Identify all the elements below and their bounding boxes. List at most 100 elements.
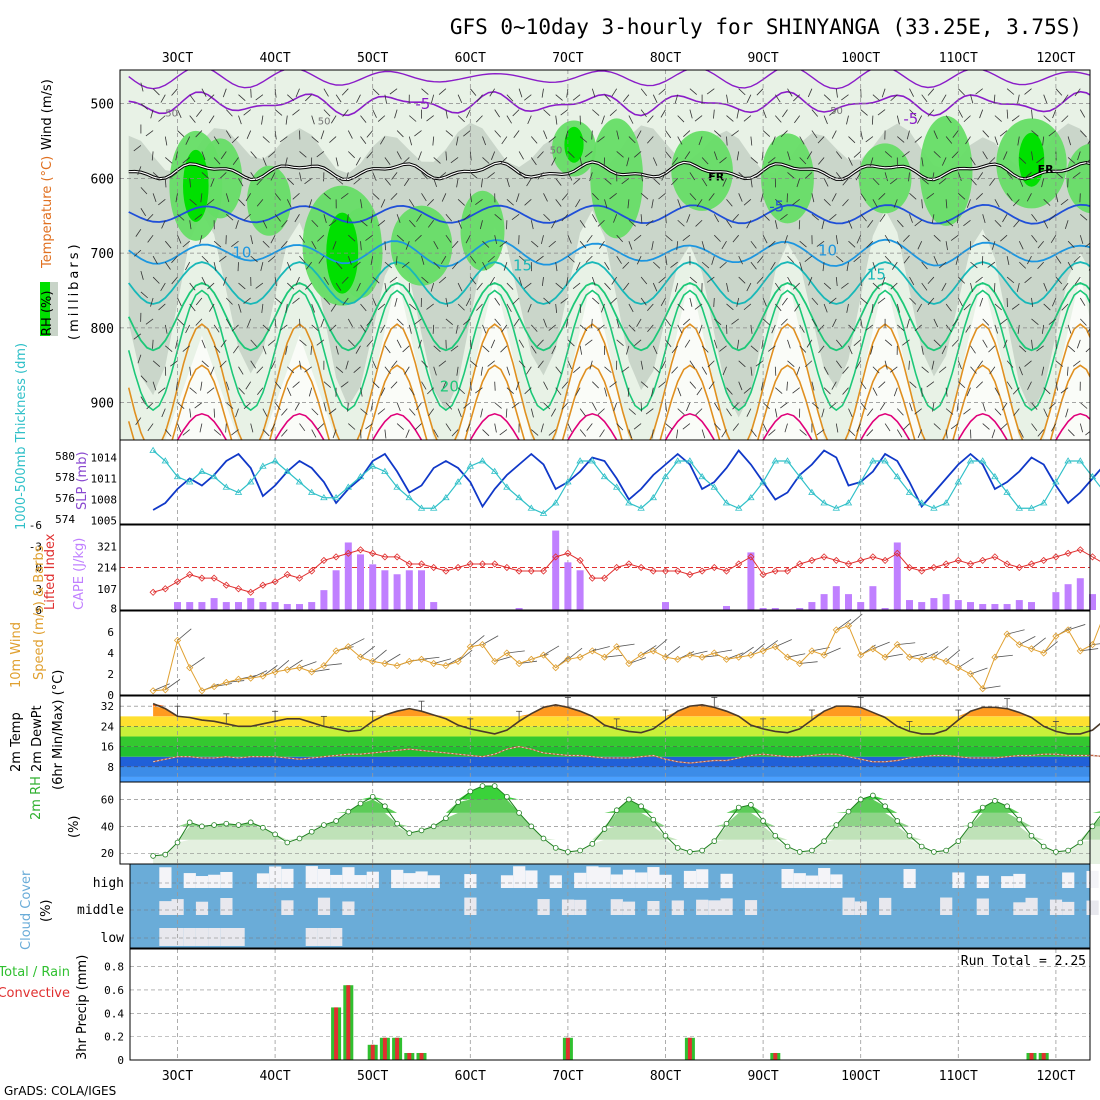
wind-barb [348, 339, 355, 347]
wind-barb [245, 193, 252, 202]
thickness-point [185, 478, 194, 485]
wind-barb [137, 354, 142, 364]
lifted-index-point [576, 556, 584, 564]
wind-barb [213, 345, 221, 353]
wind-speed-point [308, 668, 316, 676]
wind-barb [335, 261, 343, 270]
wind-speed-point [186, 664, 194, 672]
rh-point [333, 818, 339, 824]
wind-barb [675, 282, 679, 292]
cloud-cell-high [391, 869, 404, 888]
rh-fill [153, 812, 1100, 827]
wind-barb [182, 240, 190, 248]
wind-barb [821, 220, 825, 230]
wind-barb [743, 303, 752, 311]
wind-barb [684, 151, 691, 160]
surface-barb [262, 665, 278, 677]
wind-barb [835, 172, 843, 180]
wind-barb [622, 261, 630, 269]
wind-barb [346, 214, 349, 224]
wind-barb [623, 282, 630, 291]
wind-barb [287, 178, 295, 185]
wind-barb [591, 402, 597, 411]
thickness-point [917, 499, 926, 506]
contour-35 [127, 364, 1090, 440]
wind-barb [792, 282, 800, 290]
rh-point [552, 845, 559, 851]
wind-speed-point [552, 664, 560, 672]
wind-barb [137, 166, 142, 175]
surface-barb [933, 646, 949, 658]
wind-barb [750, 136, 753, 146]
thickness-point [954, 478, 963, 485]
contour-label: 50 [318, 117, 331, 128]
wind-barb [591, 276, 596, 286]
wind-barb [262, 240, 270, 248]
wind-barb [304, 178, 312, 185]
lifted-index-point [173, 578, 182, 586]
lifted-index-point [857, 556, 865, 564]
rh-point [357, 800, 364, 807]
wind-barb [311, 429, 317, 438]
wind-axis-label: Wind (m/s) [40, 79, 55, 150]
precip-convective-bar [395, 1037, 400, 1060]
wind-barb [589, 172, 593, 182]
wind-barb [1074, 276, 1081, 285]
precip-tick: 0.2 [104, 1031, 124, 1044]
wind-barb [787, 339, 791, 349]
wind-barb [299, 360, 302, 370]
lifted-index-point [979, 556, 987, 564]
wind-barb [762, 109, 767, 119]
wind-barb [951, 339, 959, 347]
wind-barb [1018, 429, 1024, 438]
cape-bar [1015, 600, 1023, 610]
wind-barb [152, 339, 154, 349]
wind-barb [982, 214, 986, 224]
wind-barb [323, 276, 329, 285]
wind-speed-point [966, 670, 975, 678]
wind-barb [694, 303, 703, 310]
wind-barb [684, 339, 691, 348]
cloud-cell-high [720, 873, 733, 888]
precip-convective-bar [1029, 1052, 1034, 1060]
wind-barb [225, 381, 230, 391]
wind-barb [299, 172, 302, 182]
wind-barb [665, 339, 672, 348]
cape-bar [796, 608, 804, 610]
temperature-fill [153, 706, 1090, 717]
wind-barb [409, 303, 417, 311]
thickness-point [405, 493, 414, 501]
wind-barb [384, 178, 391, 186]
cloud-cell-high [513, 866, 526, 888]
lifted-index-line [149, 546, 1100, 596]
wind-barb [501, 136, 508, 145]
slp-line [152, 449, 1100, 511]
wind-barb [518, 88, 523, 98]
wind-barb [881, 276, 886, 286]
wind-barb [732, 234, 740, 243]
wind-barb [586, 423, 593, 431]
wind-barb [567, 423, 572, 432]
wind-barb [860, 130, 863, 140]
thickness-point [808, 488, 816, 495]
cloud-cell-middle [976, 898, 989, 915]
wind-barb [490, 151, 496, 160]
wind-barb [469, 276, 477, 285]
wind-barb [616, 234, 624, 243]
wind-barb [452, 261, 459, 270]
wind-barb [311, 219, 319, 228]
wind-speed-point [783, 653, 792, 661]
wind-barb [945, 408, 954, 415]
wind-barb [457, 408, 462, 418]
wind-barb [414, 234, 422, 242]
wind-barb [651, 241, 654, 251]
wind-speed-point [832, 626, 840, 634]
wind-barb [408, 324, 412, 334]
wind-barb [194, 402, 203, 409]
wind-barb [548, 324, 556, 331]
wind-barb [799, 345, 807, 353]
wind-barb [395, 256, 398, 266]
wind-barb [792, 387, 800, 394]
